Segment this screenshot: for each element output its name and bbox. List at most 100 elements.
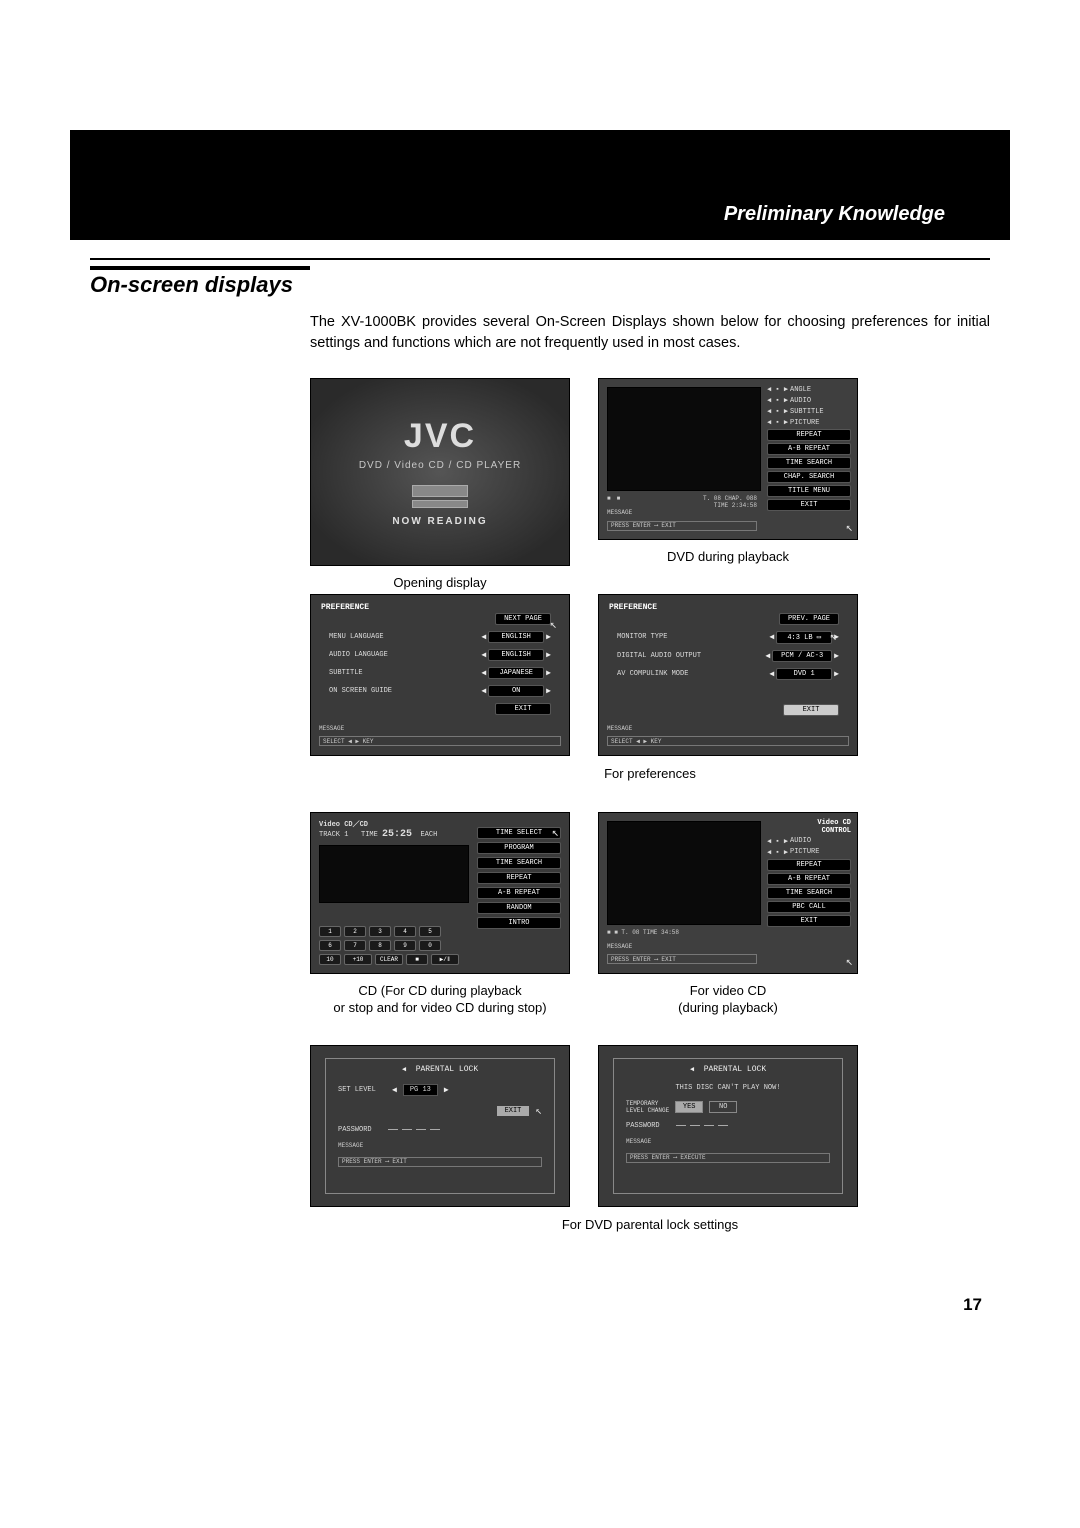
btn-repeat[interactable]: REPEAT [767, 429, 851, 441]
pref-row-subtitle[interactable]: SUBTITLE◀JAPANESE▶ [329, 667, 551, 679]
menu-angle[interactable]: ◀ ▪ ▶ ANGLE [767, 385, 851, 394]
cell-dvd-playback: ◀ ▪ ▶ ANGLE ◀ ▪ ▶ AUDIO ◀ ▪ ▶ SUBTITLE ◀… [598, 378, 858, 566]
key-plus10[interactable]: +10 [344, 954, 372, 965]
message-hint: PRESS ENTER ⟶ EXIT [338, 1157, 542, 1167]
message-label: MESSAGE [319, 725, 561, 732]
btn-time-search[interactable]: TIME SEARCH [767, 887, 851, 899]
key-play-pause[interactable]: ▶/ǁ [431, 954, 459, 965]
lock-exit[interactable]: EXIT ↖ [338, 1104, 542, 1118]
caption-dvd: DVD during playback [598, 548, 858, 566]
btn-title-menu[interactable]: TITLE MENU [767, 485, 851, 497]
key-10[interactable]: 10 [319, 954, 341, 965]
vcd-title: Video CD CONTROL [767, 819, 851, 835]
next-page-btn[interactable]: NEXT PAGE [495, 613, 551, 625]
menu-picture[interactable]: ◀ ▪ ▶ PICTURE [767, 418, 851, 427]
section-rule [90, 266, 310, 270]
key-8[interactable]: 8 [369, 940, 391, 951]
caption-lock: For DVD parental lock settings [310, 1217, 990, 1235]
screenshot-cd: Video CD／CD TRACK 1 TIME 25:25 EACH TIME… [310, 812, 570, 974]
pref-row-compulink[interactable]: AV COMPULINK MODE◀DVD 1▶ [617, 668, 839, 680]
key-6[interactable]: 6 [319, 940, 341, 951]
btn-time-select[interactable]: TIME SELECT [477, 827, 561, 839]
header-band: Preliminary Knowledge [70, 130, 1010, 240]
screenshot-dvd-playback: ◀ ▪ ▶ ANGLE ◀ ▪ ▶ AUDIO ◀ ▪ ▶ SUBTITLE ◀… [598, 378, 858, 540]
btn-program[interactable]: PROGRAM [477, 842, 561, 854]
divider [90, 258, 990, 260]
pref-title: PREFERENCE [609, 603, 657, 612]
screenshot-lock-right: ◀ PARENTAL LOCK THIS DISC CAN'T PLAY NOW… [598, 1045, 858, 1207]
key-1[interactable]: 1 [319, 926, 341, 937]
key-clear[interactable]: CLEAR [375, 954, 403, 965]
pref-exit[interactable]: EXIT [617, 704, 839, 716]
menu-subtitle[interactable]: ◀ ▪ ▶ SUBTITLE [767, 407, 851, 416]
page-number: 17 [90, 1295, 990, 1315]
message-hint: SELECT ◀ ▶ KEY [319, 736, 561, 746]
btn-pbc-call[interactable]: PBC CALL [767, 901, 851, 913]
cell-lock-right: ◀ PARENTAL LOCK THIS DISC CAN'T PLAY NOW… [598, 1045, 858, 1207]
cell-lock-left: ◀ PARENTAL LOCK SET LEVEL ◀ PG 13 ▶ EXIT [310, 1045, 570, 1207]
pref-row-osd-guide[interactable]: ON SCREEN GUIDE◀ON▶ [329, 685, 551, 697]
lock-temp-change[interactable]: TEMPORARY LEVEL CHANGE YES NO [626, 1100, 830, 1114]
lock-warning: THIS DISC CAN'T PLAY NOW! [626, 1084, 830, 1092]
btn-exit[interactable]: EXIT [767, 915, 851, 927]
lock-password-row[interactable]: PASSWORD [338, 1126, 542, 1134]
menu-audio[interactable]: ◀ ▪ ▶ AUDIO [767, 837, 851, 846]
message-label: MESSAGE [626, 1138, 830, 1145]
pref-exit[interactable]: EXIT [329, 703, 551, 715]
message-hint: PRESS ENTER ⟶ EXIT [607, 521, 757, 531]
btn-time-search[interactable]: TIME SEARCH [767, 457, 851, 469]
cell-vcd: Video CD CONTROL ◀ ▪ ▶ AUDIO ◀ ▪ ▶ PICTU… [598, 812, 858, 1017]
btn-exit[interactable]: EXIT [767, 499, 851, 511]
message-hint: SELECT ◀ ▶ KEY [607, 736, 849, 746]
menu-picture[interactable]: ◀ ▪ ▶ PICTURE [767, 848, 851, 857]
btn-ab-repeat[interactable]: A-B REPEAT [767, 443, 851, 455]
lock-password-row[interactable]: PASSWORD [626, 1122, 830, 1130]
yes-button[interactable]: YES [675, 1101, 703, 1113]
key-0[interactable]: 0 [419, 940, 441, 951]
btn-ab-repeat[interactable]: A-B REPEAT [477, 887, 561, 899]
cd-menu: TIME SELECT PROGRAM TIME SEARCH REPEAT A… [477, 827, 561, 929]
caption-opening: Opening display [310, 574, 570, 592]
key-7[interactable]: 7 [344, 940, 366, 951]
no-button[interactable]: NO [709, 1101, 737, 1113]
key-4[interactable]: 4 [394, 926, 416, 937]
pref-row-monitor[interactable]: MONITOR TYPE◀4:3 LB ▭▶ [617, 631, 839, 644]
pref-row-audio-lang[interactable]: AUDIO LANGUAGE◀ENGLISH▶ [329, 649, 551, 661]
caption-preferences: For preferences [310, 766, 990, 784]
lock-title: ◀ PARENTAL LOCK [614, 1059, 842, 1074]
video-window [607, 387, 761, 491]
screenshot-vcd: Video CD CONTROL ◀ ▪ ▶ AUDIO ◀ ▪ ▶ PICTU… [598, 812, 858, 974]
key-2[interactable]: 2 [344, 926, 366, 937]
progress-bar-2 [412, 500, 468, 508]
message-label: MESSAGE [607, 509, 757, 516]
message-hint: PRESS ENTER ⟶ EXIT [607, 954, 757, 964]
pref-row-menu-lang[interactable]: MENU LANGUAGE◀ENGLISH▶ [329, 631, 551, 643]
btn-random[interactable]: RANDOM [477, 902, 561, 914]
key-5[interactable]: 5 [419, 926, 441, 937]
btn-repeat[interactable]: REPEAT [477, 872, 561, 884]
btn-intro[interactable]: INTRO [477, 917, 561, 929]
cell-pref-right: PREFERENCE PREV. PAGE MONITOR TYPE◀4:3 L… [598, 594, 858, 756]
jvc-logo: JVC [404, 417, 476, 456]
btn-time-search[interactable]: TIME SEARCH [477, 857, 561, 869]
intro-text: The XV-1000BK provides several On-Screen… [310, 312, 990, 354]
message-label: MESSAGE [607, 943, 757, 950]
message-hint: PRESS ENTER ⟶ EXECUTE [626, 1153, 830, 1163]
btn-ab-repeat[interactable]: A-B REPEAT [767, 873, 851, 885]
band-title: Preliminary Knowledge [724, 203, 945, 226]
lock-level-row[interactable]: SET LEVEL ◀ PG 13 ▶ [338, 1084, 542, 1096]
key-9[interactable]: 9 [394, 940, 416, 951]
pref-title: PREFERENCE [321, 603, 369, 612]
video-window [607, 821, 761, 925]
prev-page-btn[interactable]: PREV. PAGE [779, 613, 839, 625]
pref-row-digital-audio[interactable]: DIGITAL AUDIO OUTPUT◀PCM / AC-3▶ [617, 650, 839, 662]
key-3[interactable]: 3 [369, 926, 391, 937]
screenshot-opening: JVC DVD / Video CD / CD PLAYER NOW READI… [310, 378, 570, 566]
lock-title: ◀ PARENTAL LOCK [326, 1059, 554, 1074]
vcd-status: ■ ■ T. 08 TIME 34:58 [607, 929, 757, 936]
menu-audio[interactable]: ◀ ▪ ▶ AUDIO [767, 396, 851, 405]
btn-repeat[interactable]: REPEAT [767, 859, 851, 871]
jvc-subtitle: DVD / Video CD / CD PLAYER [359, 460, 521, 471]
key-stop[interactable]: ■ [406, 954, 428, 965]
btn-chap-search[interactable]: CHAP. SEARCH [767, 471, 851, 483]
